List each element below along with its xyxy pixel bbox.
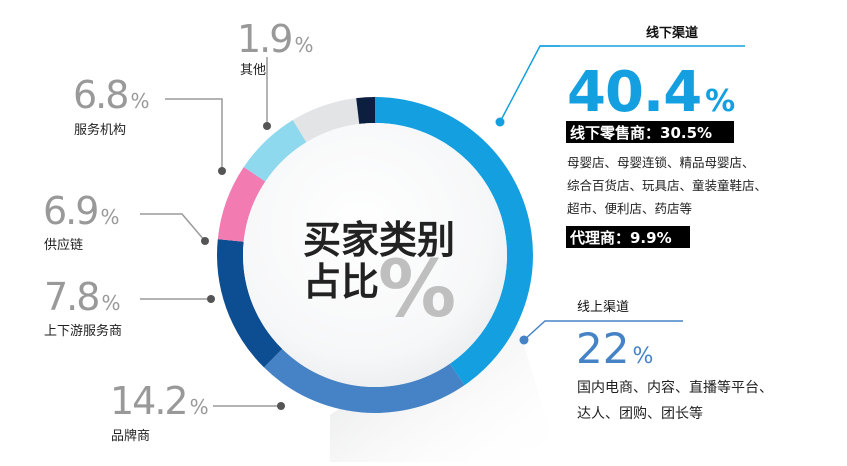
label-offline-detail-3: 超市、便利店、药店等 bbox=[567, 201, 692, 216]
offline-agent-badge bbox=[566, 226, 690, 248]
donut-slice-offline bbox=[375, 97, 534, 386]
leader-dot-offline bbox=[495, 117, 505, 127]
donut-slice-updown bbox=[217, 167, 266, 242]
leader-dot-service bbox=[218, 167, 226, 175]
label-offline-retail: 线下零售商：30.5% bbox=[570, 124, 712, 142]
label-offline-title: 线下渠道 bbox=[646, 25, 698, 41]
label-updown-name: 上下游服务商 bbox=[44, 323, 122, 339]
leader-service bbox=[165, 98, 223, 171]
label-online-title: 线上渠道 bbox=[577, 300, 629, 315]
label-brand-name: 品牌商 bbox=[111, 428, 150, 444]
label-online-detail-2: 达人、团购、团长等 bbox=[577, 405, 703, 422]
center-percent-symbol: % bbox=[378, 245, 456, 335]
label-offline-value: 40.4% bbox=[567, 60, 735, 125]
leader-dot-other bbox=[263, 122, 271, 130]
label-offline-detail-1: 母婴店、母婴连锁、精品母婴店、 bbox=[567, 155, 755, 170]
label-other-value: 1.9% bbox=[237, 17, 312, 61]
donut-slice-other bbox=[356, 97, 375, 124]
leader-offline bbox=[499, 45, 560, 123]
label-offline-detail-2: 综合百货店、玩具店、童装童鞋店、 bbox=[567, 178, 767, 193]
leader-dot-updown bbox=[207, 295, 215, 303]
label-online-value: 22% bbox=[576, 324, 653, 373]
leader-dot-brand bbox=[277, 402, 285, 410]
donut-slice-brand bbox=[217, 239, 283, 368]
label-other-name: 其他 bbox=[240, 63, 266, 78]
center-title-line2: 占比 bbox=[303, 260, 379, 304]
label-supply-name: 供应链 bbox=[44, 237, 83, 253]
leader-dot-online bbox=[519, 335, 529, 345]
donut-inner-disc bbox=[243, 123, 507, 387]
donut-slices bbox=[217, 97, 534, 413]
donut-slice-service bbox=[292, 98, 360, 143]
label-supply-value: 6.9% bbox=[43, 189, 118, 233]
label-updown-value: 7.8% bbox=[44, 275, 119, 319]
center-title-line1: 买家类别 bbox=[303, 218, 455, 262]
leader-online bbox=[523, 320, 683, 341]
leader-supply bbox=[140, 213, 206, 242]
label-service-name: 服务机构 bbox=[74, 122, 126, 138]
donut-slice-supply bbox=[243, 120, 307, 182]
label-service-value: 6.8% bbox=[73, 73, 148, 117]
offline-retail-badge bbox=[566, 121, 734, 143]
label-brand-value: 14.2% bbox=[110, 379, 208, 423]
label-offline-agent: 代理商：9.9% bbox=[569, 229, 672, 247]
label-online-detail-1: 国内电商、内容、直播等平台、 bbox=[577, 379, 773, 396]
leader-dot-supply bbox=[201, 237, 209, 245]
donut-slice-online bbox=[263, 348, 465, 413]
